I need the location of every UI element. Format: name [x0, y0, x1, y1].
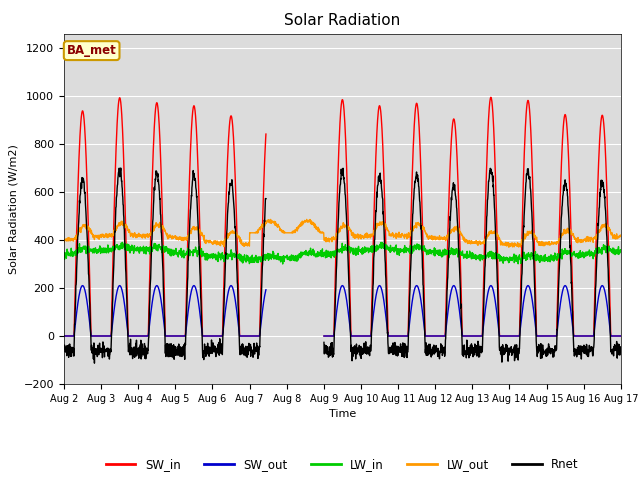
- SW_in: [216, 333, 223, 339]
- LW_in: [617, 247, 625, 253]
- Rnet: [60, 345, 68, 351]
- LW_out: [267, 216, 275, 222]
- X-axis label: Time: Time: [329, 409, 356, 419]
- LW_in: [371, 245, 379, 251]
- SW_out: [504, 333, 512, 339]
- SW_out: [359, 333, 367, 339]
- LW_out: [60, 238, 68, 243]
- Line: SW_out: SW_out: [64, 286, 621, 336]
- LW_in: [216, 253, 223, 259]
- Rnet: [617, 349, 625, 355]
- Line: SW_in: SW_in: [64, 97, 621, 336]
- SW_in: [617, 333, 625, 339]
- LW_out: [216, 241, 223, 247]
- SW_out: [60, 333, 68, 339]
- SW_in: [359, 333, 367, 339]
- Line: LW_out: LW_out: [64, 219, 621, 247]
- SW_out: [216, 333, 223, 339]
- SW_in: [504, 333, 512, 339]
- SW_out: [568, 316, 575, 322]
- Title: Solar Radiation: Solar Radiation: [284, 13, 401, 28]
- SW_out: [584, 333, 591, 339]
- LW_out: [371, 228, 379, 234]
- SW_in: [60, 333, 68, 339]
- Legend: SW_in, SW_out, LW_in, LW_out, Rnet: SW_in, SW_out, LW_in, LW_out, Rnet: [101, 454, 584, 476]
- LW_out: [568, 232, 576, 238]
- SW_in: [371, 185, 379, 191]
- Rnet: [584, 352, 591, 358]
- LW_in: [359, 246, 367, 252]
- Text: BA_met: BA_met: [67, 44, 116, 57]
- Line: LW_in: LW_in: [64, 242, 621, 264]
- Line: Rnet: Rnet: [64, 168, 621, 363]
- LW_out: [617, 233, 625, 239]
- LW_in: [118, 240, 126, 245]
- SW_out: [617, 333, 625, 339]
- LW_in: [568, 251, 576, 257]
- SW_in: [568, 259, 575, 264]
- Rnet: [359, 346, 367, 352]
- SW_in: [584, 333, 591, 339]
- LW_in: [584, 249, 591, 255]
- Rnet: [216, 352, 223, 358]
- LW_out: [504, 240, 512, 246]
- SW_out: [371, 301, 379, 307]
- Rnet: [371, 237, 379, 242]
- LW_out: [505, 244, 513, 250]
- LW_in: [60, 252, 68, 258]
- LW_out: [584, 234, 591, 240]
- Rnet: [568, 288, 575, 294]
- Rnet: [504, 351, 512, 357]
- LW_in: [279, 261, 287, 267]
- LW_out: [359, 233, 367, 239]
- LW_in: [505, 260, 513, 265]
- Y-axis label: Solar Radiation (W/m2): Solar Radiation (W/m2): [8, 144, 18, 274]
